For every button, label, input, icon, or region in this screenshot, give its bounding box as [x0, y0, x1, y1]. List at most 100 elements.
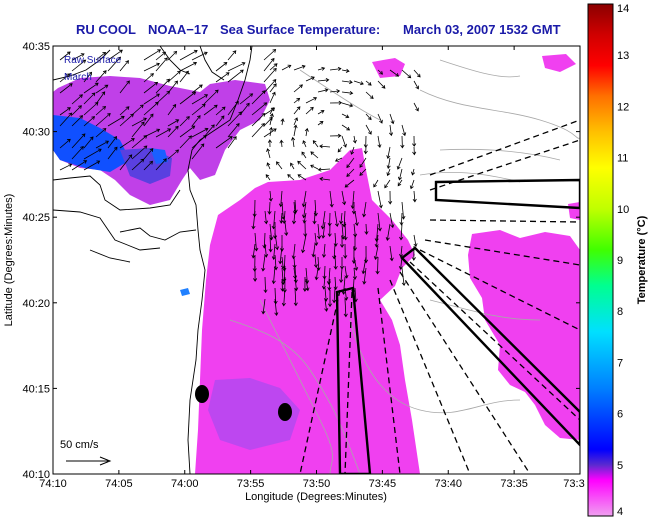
current-vector: [399, 245, 404, 258]
current-vector: [215, 106, 226, 116]
current-vector: [131, 145, 148, 160]
current-vector: [411, 168, 416, 176]
current-vector: [341, 102, 354, 108]
current-vector: [191, 103, 206, 116]
y-tick-label: 40:15: [22, 383, 50, 395]
current-vector: [119, 60, 129, 72]
current-vector: [339, 212, 344, 225]
y-tick-label: 40:30: [22, 127, 50, 139]
current-vector: [59, 51, 71, 61]
current-vector: [143, 128, 161, 138]
current-vector: [95, 91, 106, 105]
y-axis-label: Latitude (Degrees:Minutes): [3, 194, 15, 327]
current-vector: [263, 276, 268, 294]
current-vector: [107, 135, 118, 149]
current-vector: [251, 112, 266, 127]
current-vector: [386, 157, 391, 170]
current-vector: [95, 128, 107, 138]
current-vector: [269, 63, 278, 71]
current-vector: [364, 223, 369, 235]
colorbar-tick-label: 10: [617, 204, 629, 216]
current-vector: [413, 69, 421, 78]
colorbar-tick-label: 14: [617, 3, 629, 15]
sst-purple-south: [208, 378, 300, 450]
colorbar-tick-label: 13: [617, 50, 629, 62]
current-vector: [310, 164, 319, 170]
current-vector: [203, 124, 215, 138]
x-axis: 74:10 74:05 74:00 73:55 73:50 73:45 73:40 73:35…: [39, 46, 585, 490]
current-vector: [412, 135, 417, 147]
current-vector: [191, 115, 201, 127]
current-vector: [297, 174, 307, 181]
current-vector: [267, 201, 272, 215]
colorbar-tick-label: 5: [617, 460, 623, 472]
mooring-dot-west: [195, 385, 209, 403]
current-vector: [386, 146, 391, 160]
current-vector: [389, 245, 394, 262]
current-vector: [324, 298, 329, 312]
current-vector: [155, 51, 167, 61]
current-vector: [179, 61, 198, 72]
current-vector: [143, 73, 154, 83]
current-vector: [302, 212, 307, 224]
overlay-line-1: Raw Surface: [64, 55, 122, 66]
current-vector: [293, 106, 301, 115]
x-tick-label: 74:00: [171, 478, 199, 490]
current-vector: [317, 66, 326, 71]
sst-cool-spot: [150, 148, 168, 164]
current-vector: [131, 121, 145, 138]
current-vector: [268, 190, 273, 202]
current-vector: [297, 160, 307, 170]
current-vector: [321, 243, 327, 258]
current-vector: [293, 199, 298, 214]
current-vector: [302, 276, 308, 292]
current-vector: [343, 221, 348, 241]
current-vector: [279, 212, 284, 224]
current-vector: [412, 146, 417, 156]
current-vector: [334, 157, 343, 162]
current-vector: [269, 113, 274, 126]
sst-patch-a: [372, 58, 405, 78]
scale-arrow: [66, 456, 112, 466]
current-vector: [332, 287, 337, 304]
current-vector: [155, 57, 168, 72]
current-vector: [215, 136, 233, 149]
current-vector: [261, 298, 266, 315]
current-vector: [167, 125, 179, 138]
current-vector: [388, 124, 394, 137]
title-group: RU COOL: [76, 22, 136, 37]
x-tick-label: 73:3: [563, 478, 584, 490]
current-vector: [155, 158, 167, 171]
x-tick-label: 73:35: [500, 478, 528, 490]
current-vector: [301, 190, 307, 208]
current-vector: [71, 146, 84, 160]
current-vector: [305, 76, 315, 82]
colorbar-tick-label: 12: [617, 101, 629, 113]
current-vector: [399, 223, 404, 241]
current-vector: [227, 69, 244, 83]
current-vector: [263, 116, 273, 127]
colorbar-title: Temperature (°C): [636, 215, 648, 304]
current-vector: [253, 265, 258, 282]
current-vector: [359, 157, 367, 168]
current-vector: [344, 265, 349, 279]
current-vector: [293, 287, 298, 307]
colorbar-tick-label: 7: [617, 357, 623, 369]
current-vector: [317, 78, 330, 83]
current-vector: [251, 102, 268, 116]
current-vector: [287, 174, 295, 181]
y-tick-label: 40:35: [22, 41, 50, 53]
current-vector: [317, 88, 329, 93]
current-vector: [227, 123, 240, 138]
current-vector: [276, 161, 283, 170]
current-vector: [284, 221, 289, 236]
current-vector: [377, 212, 382, 232]
current-vector: [321, 276, 327, 290]
current-vector: [322, 265, 327, 280]
current-vector: [375, 256, 380, 275]
current-vector: [263, 67, 277, 83]
current-vector: [329, 133, 342, 138]
current-vector: [143, 148, 154, 160]
current-vector: [143, 160, 154, 171]
current-vector: [71, 160, 88, 171]
